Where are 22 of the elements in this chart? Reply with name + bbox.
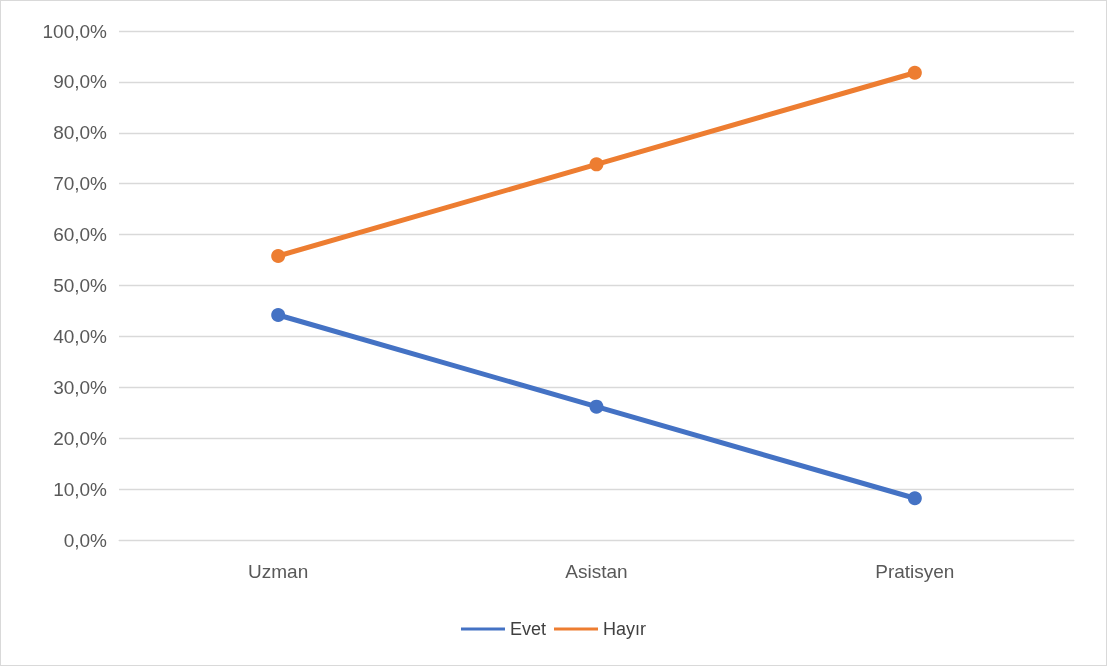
x-tick-label: Uzman: [248, 561, 309, 582]
point: [271, 248, 286, 263]
legend-label: Hayır: [603, 619, 647, 639]
point: [907, 491, 922, 506]
y-tick-label: 60,0%: [53, 224, 108, 246]
y-tick-label: 90,0%: [53, 71, 108, 93]
point: [589, 399, 604, 414]
y-tick-label: 80,0%: [53, 122, 108, 144]
point: [907, 65, 922, 80]
y-tick-label: 30,0%: [53, 376, 108, 398]
point: [589, 157, 604, 172]
y-tick-label: 20,0%: [53, 427, 108, 449]
legend-label: Evet: [509, 619, 547, 639]
x-tick-label: Pratisyen: [875, 561, 955, 582]
point: [271, 308, 286, 323]
y-tick-label: 100,0%: [42, 20, 108, 42]
x-tick-label: Asistan: [565, 561, 628, 582]
y-tick-label: 70,0%: [53, 173, 108, 195]
y-tick-label: 10,0%: [53, 478, 108, 500]
y-tick-label: 0,0%: [63, 529, 108, 551]
y-tick-label: 50,0%: [53, 275, 108, 296]
y-tick-label: 40,0%: [53, 325, 108, 347]
